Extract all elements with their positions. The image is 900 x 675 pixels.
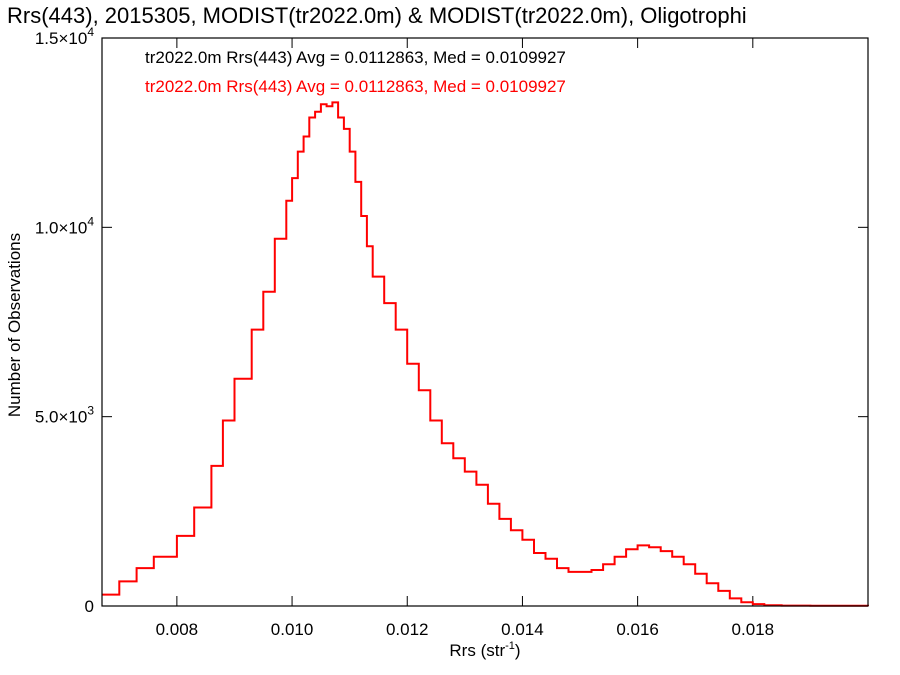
x-tick-label: 0.014 bbox=[501, 620, 544, 639]
y-tick-label-mantissa: 0 bbox=[85, 597, 94, 616]
y-tick-label-mantissa: 5.0×10 bbox=[35, 408, 87, 427]
x-axis-label-end: ) bbox=[515, 641, 521, 660]
x-axis-label-main: Rrs (str bbox=[449, 641, 505, 660]
x-axis-label-sup: -1 bbox=[505, 640, 515, 652]
x-tick-label: 0.016 bbox=[616, 620, 659, 639]
annotation-black: tr2022.0m Rrs(443) Avg = 0.0112863, Med … bbox=[145, 48, 566, 67]
y-tick-label-mantissa: 1.0×10 bbox=[35, 218, 87, 237]
x-axis-ticks: 0.008 0.010 0.012 0.014 0.016 0.018 bbox=[156, 38, 774, 639]
chart-title: Rrs(443), 2015305, MODIST(tr2022.0m) & M… bbox=[7, 3, 747, 28]
annotation-red: tr2022.0m Rrs(443) Avg = 0.0112863, Med … bbox=[145, 77, 566, 96]
x-tick-label: 0.018 bbox=[732, 620, 775, 639]
y-tick-label: 1.0×104 bbox=[35, 214, 94, 237]
x-tick-label: 0.010 bbox=[271, 620, 314, 639]
y-axis-label: Number of Observations bbox=[5, 233, 24, 417]
x-tick-label: 0.012 bbox=[386, 620, 429, 639]
y-tick-label: 1.5×104 bbox=[35, 25, 94, 48]
y-tick-label-exponent: 3 bbox=[87, 404, 94, 418]
histogram-series-line bbox=[102, 101, 869, 607]
x-axis-label: Rrs (str-1) bbox=[449, 640, 520, 660]
x-tick-label: 0.008 bbox=[156, 620, 199, 639]
y-tick-label: 5.0×103 bbox=[35, 404, 94, 427]
y-tick-label-exponent: 4 bbox=[87, 25, 94, 39]
y-tick-label-mantissa: 1.5×10 bbox=[35, 29, 87, 48]
plot-frame bbox=[101, 37, 869, 607]
y-tick-label: 0 bbox=[85, 597, 94, 616]
y-tick-label-exponent: 4 bbox=[87, 214, 94, 228]
